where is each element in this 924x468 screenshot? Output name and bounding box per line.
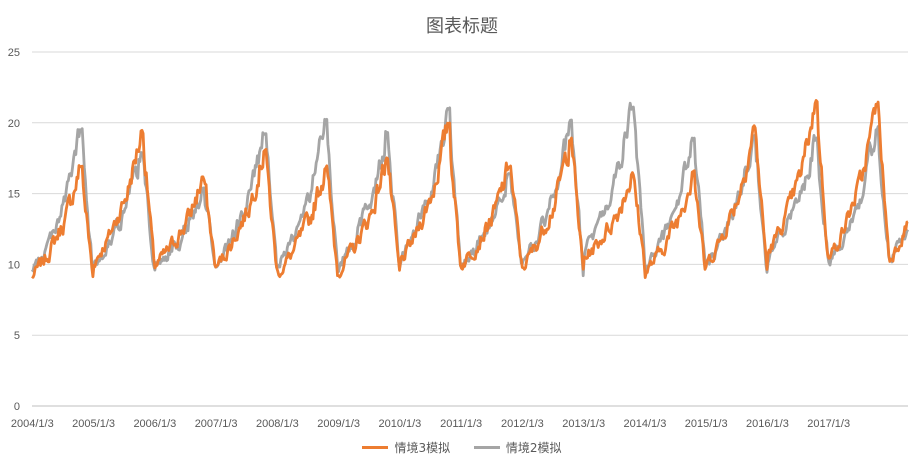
legend: 情境3模拟 情境2模拟 [0, 438, 924, 456]
x-tick-label: 2012/1/3 [501, 418, 544, 430]
legend-item-scenario2: 情境2模拟 [473, 439, 562, 456]
x-tick-label: 2011/1/3 [440, 418, 482, 430]
y-tick-label: 20 [8, 118, 20, 130]
x-tick-label: 2010/1/3 [378, 418, 421, 430]
x-tick-label: 2007/1/3 [195, 418, 238, 430]
x-tick-label: 2006/1/3 [133, 418, 176, 430]
y-tick-label: 10 [8, 259, 20, 271]
x-tick-label: 2016/1/3 [746, 418, 789, 430]
y-axis: 0 5 10 15 20 25 [8, 47, 20, 413]
gridlines [32, 51, 908, 407]
legend-label-scenario3: 情境3模拟 [394, 441, 451, 455]
y-tick-label: 15 [8, 189, 20, 201]
y-tick-label: 0 [14, 401, 20, 413]
series-lines [30, 99, 910, 279]
legend-swatch-scenario2 [473, 446, 500, 449]
x-tick-label: 2009/1/3 [317, 418, 360, 430]
y-tick-label: 5 [14, 330, 20, 342]
legend-swatch-scenario3 [362, 446, 389, 449]
x-tick-label: 2017/1/3 [807, 418, 850, 430]
x-tick-label: 2005/1/3 [72, 418, 115, 430]
x-tick-label: 2013/1/3 [562, 418, 605, 430]
x-tick-label: 2014/1/3 [624, 418, 667, 430]
chart-title: 图表标题 [426, 16, 498, 37]
legend-label-scenario2: 情境2模拟 [505, 441, 562, 455]
x-tick-label: 2015/1/3 [685, 418, 728, 430]
x-axis: 2004/1/3 2005/1/3 2006/1/3 2007/1/3 2008/1/3… [11, 418, 850, 430]
x-tick-label: 2008/1/3 [256, 418, 299, 430]
legend-item-scenario3: 情境3模拟 [362, 439, 450, 456]
series-line-scenario3 [31, 99, 909, 279]
x-tick-label: 2004/1/3 [11, 418, 54, 430]
y-tick-label: 25 [8, 47, 20, 59]
